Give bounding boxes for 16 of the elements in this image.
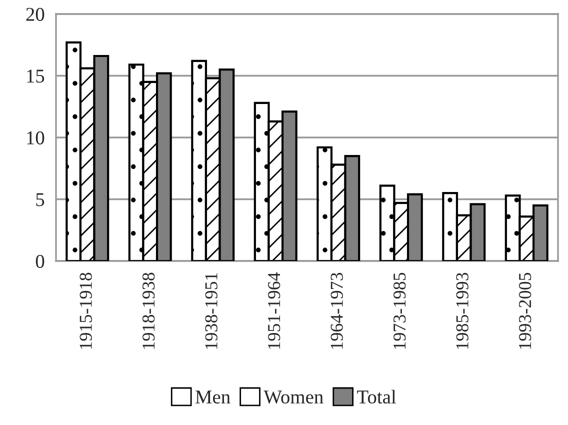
legend-label: Total <box>357 390 396 404</box>
x-tick-label: 1964-1973 <box>330 272 343 349</box>
x-tick-label: 1915-1918 <box>80 272 92 349</box>
y-tick-label: 5 <box>36 193 44 206</box>
y-tick-label: 10 <box>27 131 44 144</box>
x-tick-label: 1951-1964 <box>268 272 280 349</box>
x-tick-label: 1993-2005 <box>518 272 532 349</box>
x-tick-label: 1918-1938 <box>142 272 155 349</box>
x-tick-label: 1938-1951 <box>205 273 218 349</box>
x-tick-label: 1973-1985 <box>393 272 406 349</box>
x-tick-label: 1985-1993 <box>456 272 468 349</box>
legend-label: Men <box>196 390 230 404</box>
y-tick-label: 15 <box>27 70 44 83</box>
y-tick-label: 0 <box>36 254 44 268</box>
legend-label: Women <box>264 390 324 404</box>
y-tick-label: 20 <box>26 8 44 21</box>
